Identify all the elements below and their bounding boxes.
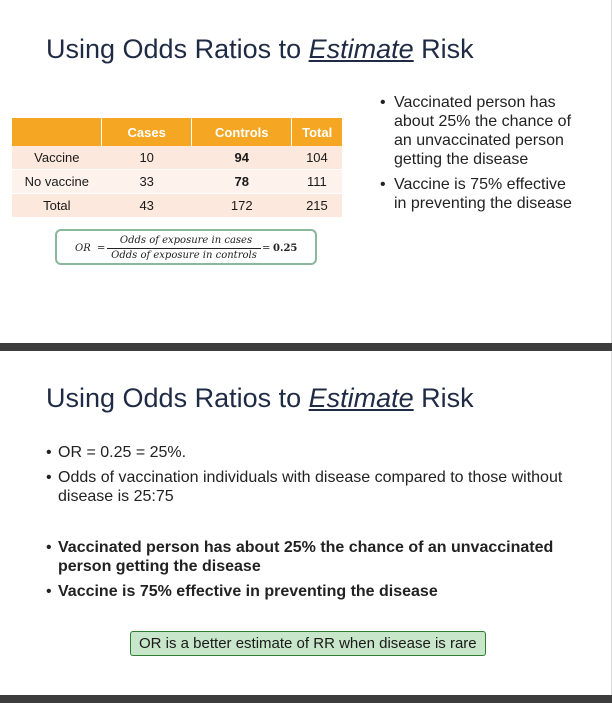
table-header-cell: Cases <box>101 118 193 146</box>
formula-equals-2: = <box>262 243 271 254</box>
formula-numerator: Odds of exposure in cases <box>119 235 253 246</box>
table-header-row: Cases Controls Total <box>12 118 342 146</box>
slide-2-bullets: • OR = 0.25 = 25%. • Odds of vaccination… <box>46 443 576 601</box>
slide-2: Using Odds Ratios to Estimate Risk • OR … <box>0 351 612 695</box>
title-part-2: Risk <box>413 34 474 64</box>
bullet-dot-icon: • <box>46 539 52 556</box>
formula-denominator: Odds of exposure in controls <box>111 250 257 261</box>
bullet-dot-icon: • <box>46 444 52 461</box>
bullet-text: OR = 0.25 = 25%. <box>58 444 187 461</box>
bullet-item: • Vaccine is 75% effective in preventing… <box>380 175 580 213</box>
table-cell: 94 <box>191 146 292 170</box>
odds-ratio-formula: OR = Odds of exposure in cases Odds of e… <box>55 229 317 265</box>
table-row: No vaccine 33 78 111 <box>12 169 342 194</box>
title-part-1: Using Odds Ratios to <box>46 34 309 64</box>
bullet-dot-icon: • <box>46 469 52 486</box>
table-cell: 215 <box>291 193 342 218</box>
slide-divider <box>0 695 612 703</box>
table-row: Total 43 172 215 <box>12 193 342 218</box>
odds-table: Cases Controls Total Vaccine 10 94 104 N… <box>12 118 342 218</box>
formula-lhs: OR <box>75 243 91 254</box>
table-cell: 111 <box>291 169 342 194</box>
bullet-dot-icon: • <box>46 583 52 600</box>
title-emphasis: Estimate <box>308 383 414 413</box>
title-emphasis: Estimate <box>308 34 414 64</box>
title-part-2: Risk <box>413 383 474 413</box>
bullet-dot-icon: • <box>380 176 386 193</box>
table-cell: No vaccine <box>12 169 102 194</box>
table-cell: Total <box>12 193 102 218</box>
table-row: Vaccine 10 94 104 <box>12 146 342 170</box>
slide-1: Using Odds Ratios to Estimate Risk Cases… <box>0 0 612 343</box>
bullet-text: Vaccinated person has about 25% the chan… <box>58 539 554 575</box>
table-cell: 172 <box>191 193 292 218</box>
bullet-item: • OR = 0.25 = 25%. <box>46 443 576 462</box>
table-header-cell: Total <box>291 118 342 146</box>
bullet-text: Vaccine is 75% effective in preventing t… <box>394 176 572 212</box>
formula-value: 0.25 <box>273 243 298 254</box>
rare-disease-note: OR is a better estimate of RR when disea… <box>130 631 486 656</box>
bullet-text: Vaccine is 75% effective in preventing t… <box>58 583 438 600</box>
slide-1-bullets: • Vaccinated person has about 25% the ch… <box>380 93 580 219</box>
bullet-text: Odds of vaccination individuals with dis… <box>58 469 563 505</box>
table-cell: 78 <box>191 169 292 194</box>
table-cell: 104 <box>291 146 342 170</box>
table-header-cell: Controls <box>191 118 293 146</box>
title-part-1: Using Odds Ratios to <box>46 383 309 413</box>
bullet-item: • Vaccinated person has about 25% the ch… <box>46 538 576 576</box>
bullet-dot-icon: • <box>380 94 386 111</box>
bullet-item: • Vaccinated person has about 25% the ch… <box>380 93 580 169</box>
bullet-text: Vaccinated person has about 25% the chan… <box>394 94 572 168</box>
slide-1-title: Using Odds Ratios to Estimate Risk <box>46 34 474 65</box>
bullet-item: • Odds of vaccination individuals with d… <box>46 468 576 506</box>
table-cell: 10 <box>101 146 192 170</box>
fraction-line <box>107 248 261 249</box>
slide-divider <box>0 343 612 351</box>
bullet-item: • Vaccine is 75% effective in preventing… <box>46 582 576 601</box>
formula-equals: = <box>97 243 106 254</box>
table-cell: 33 <box>101 169 192 194</box>
slide-2-title: Using Odds Ratios to Estimate Risk <box>46 383 474 414</box>
table-header-cell <box>12 118 103 146</box>
table-cell: 43 <box>101 193 192 218</box>
table-cell: Vaccine <box>12 146 102 170</box>
